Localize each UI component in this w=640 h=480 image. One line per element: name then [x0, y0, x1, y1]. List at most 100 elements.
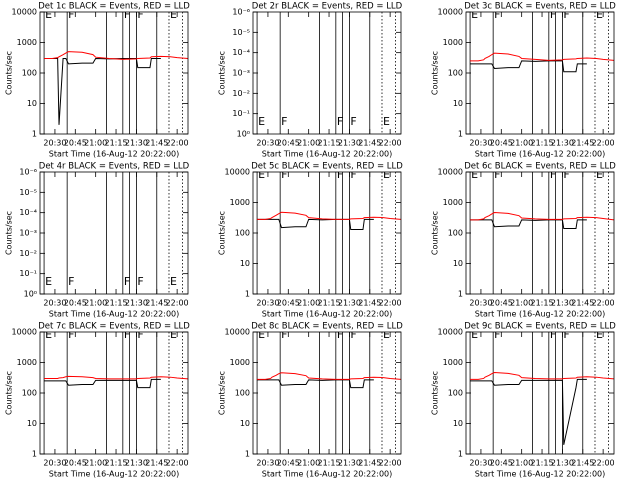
y-tick-label: 100 [235, 389, 250, 398]
series-line [470, 371, 614, 380]
x-tick-label: 21:00 [297, 459, 320, 468]
y-tick-label: 1000 [443, 198, 463, 207]
y-tick-label: 1000 [230, 198, 250, 207]
y-tick-label: 10000 [12, 328, 37, 337]
panel: Det 8c BLACK = Events, RED = LLD Counts/s… [218, 322, 404, 479]
x-tick-label: 20:45 [277, 299, 300, 308]
y-tick-label: 1 [245, 450, 250, 459]
x-tick-label: 22:00 [166, 139, 189, 148]
x-axis-label: Start Time (16-Aug-12 20:22:00) [49, 470, 180, 479]
event-label: E [383, 168, 390, 181]
panel: Det 7c BLACK = Events, RED = LLD Counts/s… [5, 322, 191, 479]
panel: Det 4r BLACK = Events, RED = LLD Counts/s… [5, 162, 190, 319]
x-tick-label: 21:00 [84, 139, 107, 148]
y-tick-label: 10 [27, 419, 37, 428]
y-tick-label: 10 [240, 419, 250, 428]
event-label: E [170, 275, 177, 288]
event-label: E [383, 328, 390, 341]
event-label: F [550, 168, 556, 181]
x-axis-label: Start Time (16-Aug-12 20:22:00) [475, 310, 606, 319]
event-label: F [281, 168, 287, 181]
plot-frame [39, 171, 189, 295]
series-line [470, 378, 587, 445]
y-tick-label: 10⁻⁵ [232, 28, 250, 37]
x-tick-label: 21:30 [125, 139, 148, 148]
x-tick-label: 21:00 [297, 139, 320, 148]
series-line [470, 211, 614, 221]
y-tick-label: 10 [453, 259, 463, 268]
y-tick-label: 1000 [230, 358, 250, 367]
x-tick-label: 22:00 [379, 139, 402, 148]
y-tick-label: 10⁻² [232, 89, 250, 98]
x-tick-label: 21:00 [297, 299, 320, 308]
x-tick-label: 20:45 [64, 299, 87, 308]
x-tick-label: 21:45 [571, 459, 594, 468]
x-tick-label: 21:15 [105, 459, 128, 468]
y-tick-label: 10 [240, 259, 250, 268]
series-line [470, 219, 587, 230]
y-tick-label: 10000 [225, 168, 250, 177]
y-tick-label: 100 [448, 69, 463, 78]
y-tick-label: 10 [453, 99, 463, 108]
event-label: F [494, 8, 500, 21]
y-tick-label: 1000 [17, 38, 37, 47]
plot-frame [39, 11, 189, 135]
event-label: E [596, 328, 603, 341]
x-tick-label: 21:30 [338, 459, 361, 468]
event-label: E [471, 8, 478, 21]
y-axis-label: Counts/sec [431, 51, 440, 95]
y-tick-label: 100 [22, 389, 37, 398]
event-label: E [596, 168, 603, 181]
event-label: F [563, 8, 569, 21]
x-tick-label: 21:45 [358, 459, 381, 468]
x-axis-label: Start Time (16-Aug-12 20:22:00) [262, 470, 393, 479]
x-tick-label: 21:15 [318, 139, 341, 148]
x-axis-label: Start Time (16-Aug-12 20:22:00) [262, 310, 393, 319]
y-axis-label: Counts/sec [431, 371, 440, 415]
series-line [257, 379, 374, 389]
y-tick-label: 10⁻² [19, 249, 37, 258]
event-label: E [45, 328, 52, 341]
x-tick-label: 21:45 [358, 139, 381, 148]
event-label: F [137, 275, 143, 288]
x-tick-label: 21:00 [84, 299, 107, 308]
event-label: F [350, 168, 356, 181]
y-axis-label: Counts/sec [5, 371, 14, 415]
y-tick-label: 10000 [438, 168, 463, 177]
series-line [44, 378, 161, 389]
x-tick-label: 21:30 [125, 299, 148, 308]
panel-title: Det 8c BLACK = Events, RED = LLD [251, 322, 403, 332]
x-tick-label: 21:15 [531, 459, 554, 468]
x-tick-label: 21:15 [105, 139, 128, 148]
event-label: F [337, 328, 343, 341]
y-axis-label: Counts/sec [218, 371, 227, 415]
x-tick-label: 21:00 [84, 459, 107, 468]
x-tick-label: 21:15 [531, 139, 554, 148]
x-tick-label: 20:45 [490, 459, 513, 468]
x-tick-label: 20:30 [256, 459, 279, 468]
y-tick-label: 10⁻⁵ [19, 188, 37, 197]
x-tick-label: 22:00 [592, 299, 615, 308]
y-tick-label: 1 [458, 130, 463, 139]
y-axis-label: Counts/sec [218, 211, 227, 255]
event-label: E [170, 8, 177, 21]
x-tick-label: 21:45 [358, 299, 381, 308]
y-tick-label: 100 [448, 229, 463, 238]
event-label: F [494, 328, 500, 341]
x-tick-label: 21:15 [105, 299, 128, 308]
plot-frame [252, 171, 402, 295]
x-axis-label: Start Time (16-Aug-12 20:22:00) [475, 150, 606, 159]
y-tick-label: 100 [235, 229, 250, 238]
series-line [44, 51, 188, 60]
x-tick-label: 20:30 [469, 299, 492, 308]
x-tick-label: 21:30 [551, 139, 574, 148]
x-tick-label: 21:15 [318, 299, 341, 308]
event-label: F [137, 328, 143, 341]
